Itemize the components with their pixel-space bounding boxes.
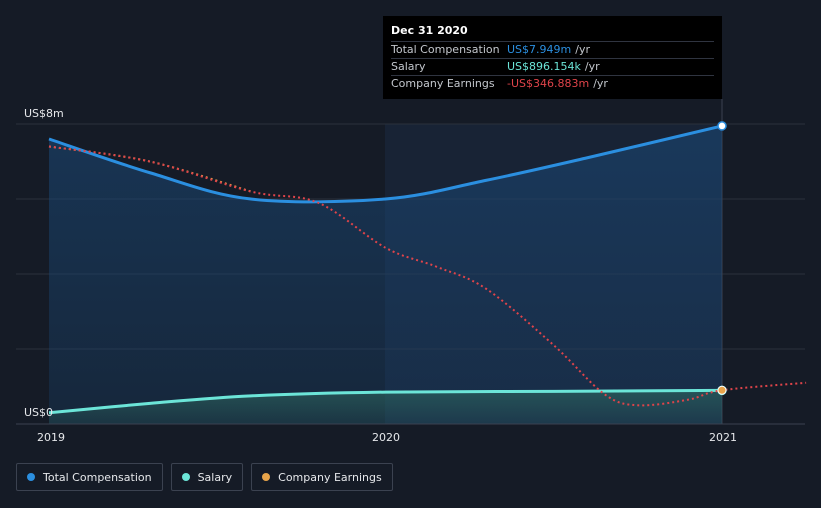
legend-label: Salary <box>197 470 233 484</box>
tooltip-row-company-earnings: Company Earnings -US$346.883m /yr <box>391 75 714 92</box>
tooltip-value: US$896.154k <box>507 60 581 73</box>
tooltip-row-salary: Salary US$896.154k /yr <box>391 58 714 75</box>
x-tick-label-2021: 2021 <box>709 431 737 444</box>
tooltip-value: -US$346.883m <box>507 77 590 90</box>
chart-legend: Total Compensation Salary Company Earnin… <box>16 463 393 491</box>
legend-label: Company Earnings <box>278 470 382 484</box>
total-compensation-point[interactable] <box>717 121 727 131</box>
tooltip-unit: /yr <box>593 77 608 90</box>
tooltip-unit: /yr <box>584 60 600 73</box>
chart-tooltip: Dec 31 2020 Total Compensation US$7.949m… <box>383 16 722 99</box>
company-earnings-dot-icon <box>262 473 271 481</box>
total-compensation-dot-icon <box>27 473 35 481</box>
salary-line <box>48 388 723 415</box>
legend-item-total-compensation[interactable]: Total Compensation <box>16 463 163 491</box>
company-earnings-point[interactable] <box>717 385 727 395</box>
company-earnings-line <box>48 145 807 407</box>
tooltip-date: Dec 31 2020 <box>391 24 468 37</box>
x-tick-label-2019: 2019 <box>37 431 65 444</box>
tooltip-label: Company Earnings <box>391 77 495 90</box>
salary-dot-icon <box>181 473 190 481</box>
tooltip-value: US$7.949m <box>507 43 572 56</box>
total-compensation-line <box>48 124 723 204</box>
legend-label: Total Compensation <box>43 470 152 484</box>
tooltip-unit: /yr <box>575 43 590 56</box>
y-tick-label-bottom: US$0 <box>24 406 53 419</box>
legend-item-salary[interactable]: Salary <box>170 463 244 491</box>
tooltip-label: Total Compensation <box>391 43 500 56</box>
tooltip-row-total-compensation: Total Compensation US$7.949m /yr <box>391 41 714 58</box>
y-tick-label-top: US$8m <box>24 107 64 120</box>
legend-item-company-earnings[interactable]: Company Earnings <box>251 463 393 491</box>
total-compensation-area <box>49 125 722 424</box>
x-tick-label-2020: 2020 <box>372 431 400 444</box>
tooltip-label: Salary <box>391 60 426 73</box>
